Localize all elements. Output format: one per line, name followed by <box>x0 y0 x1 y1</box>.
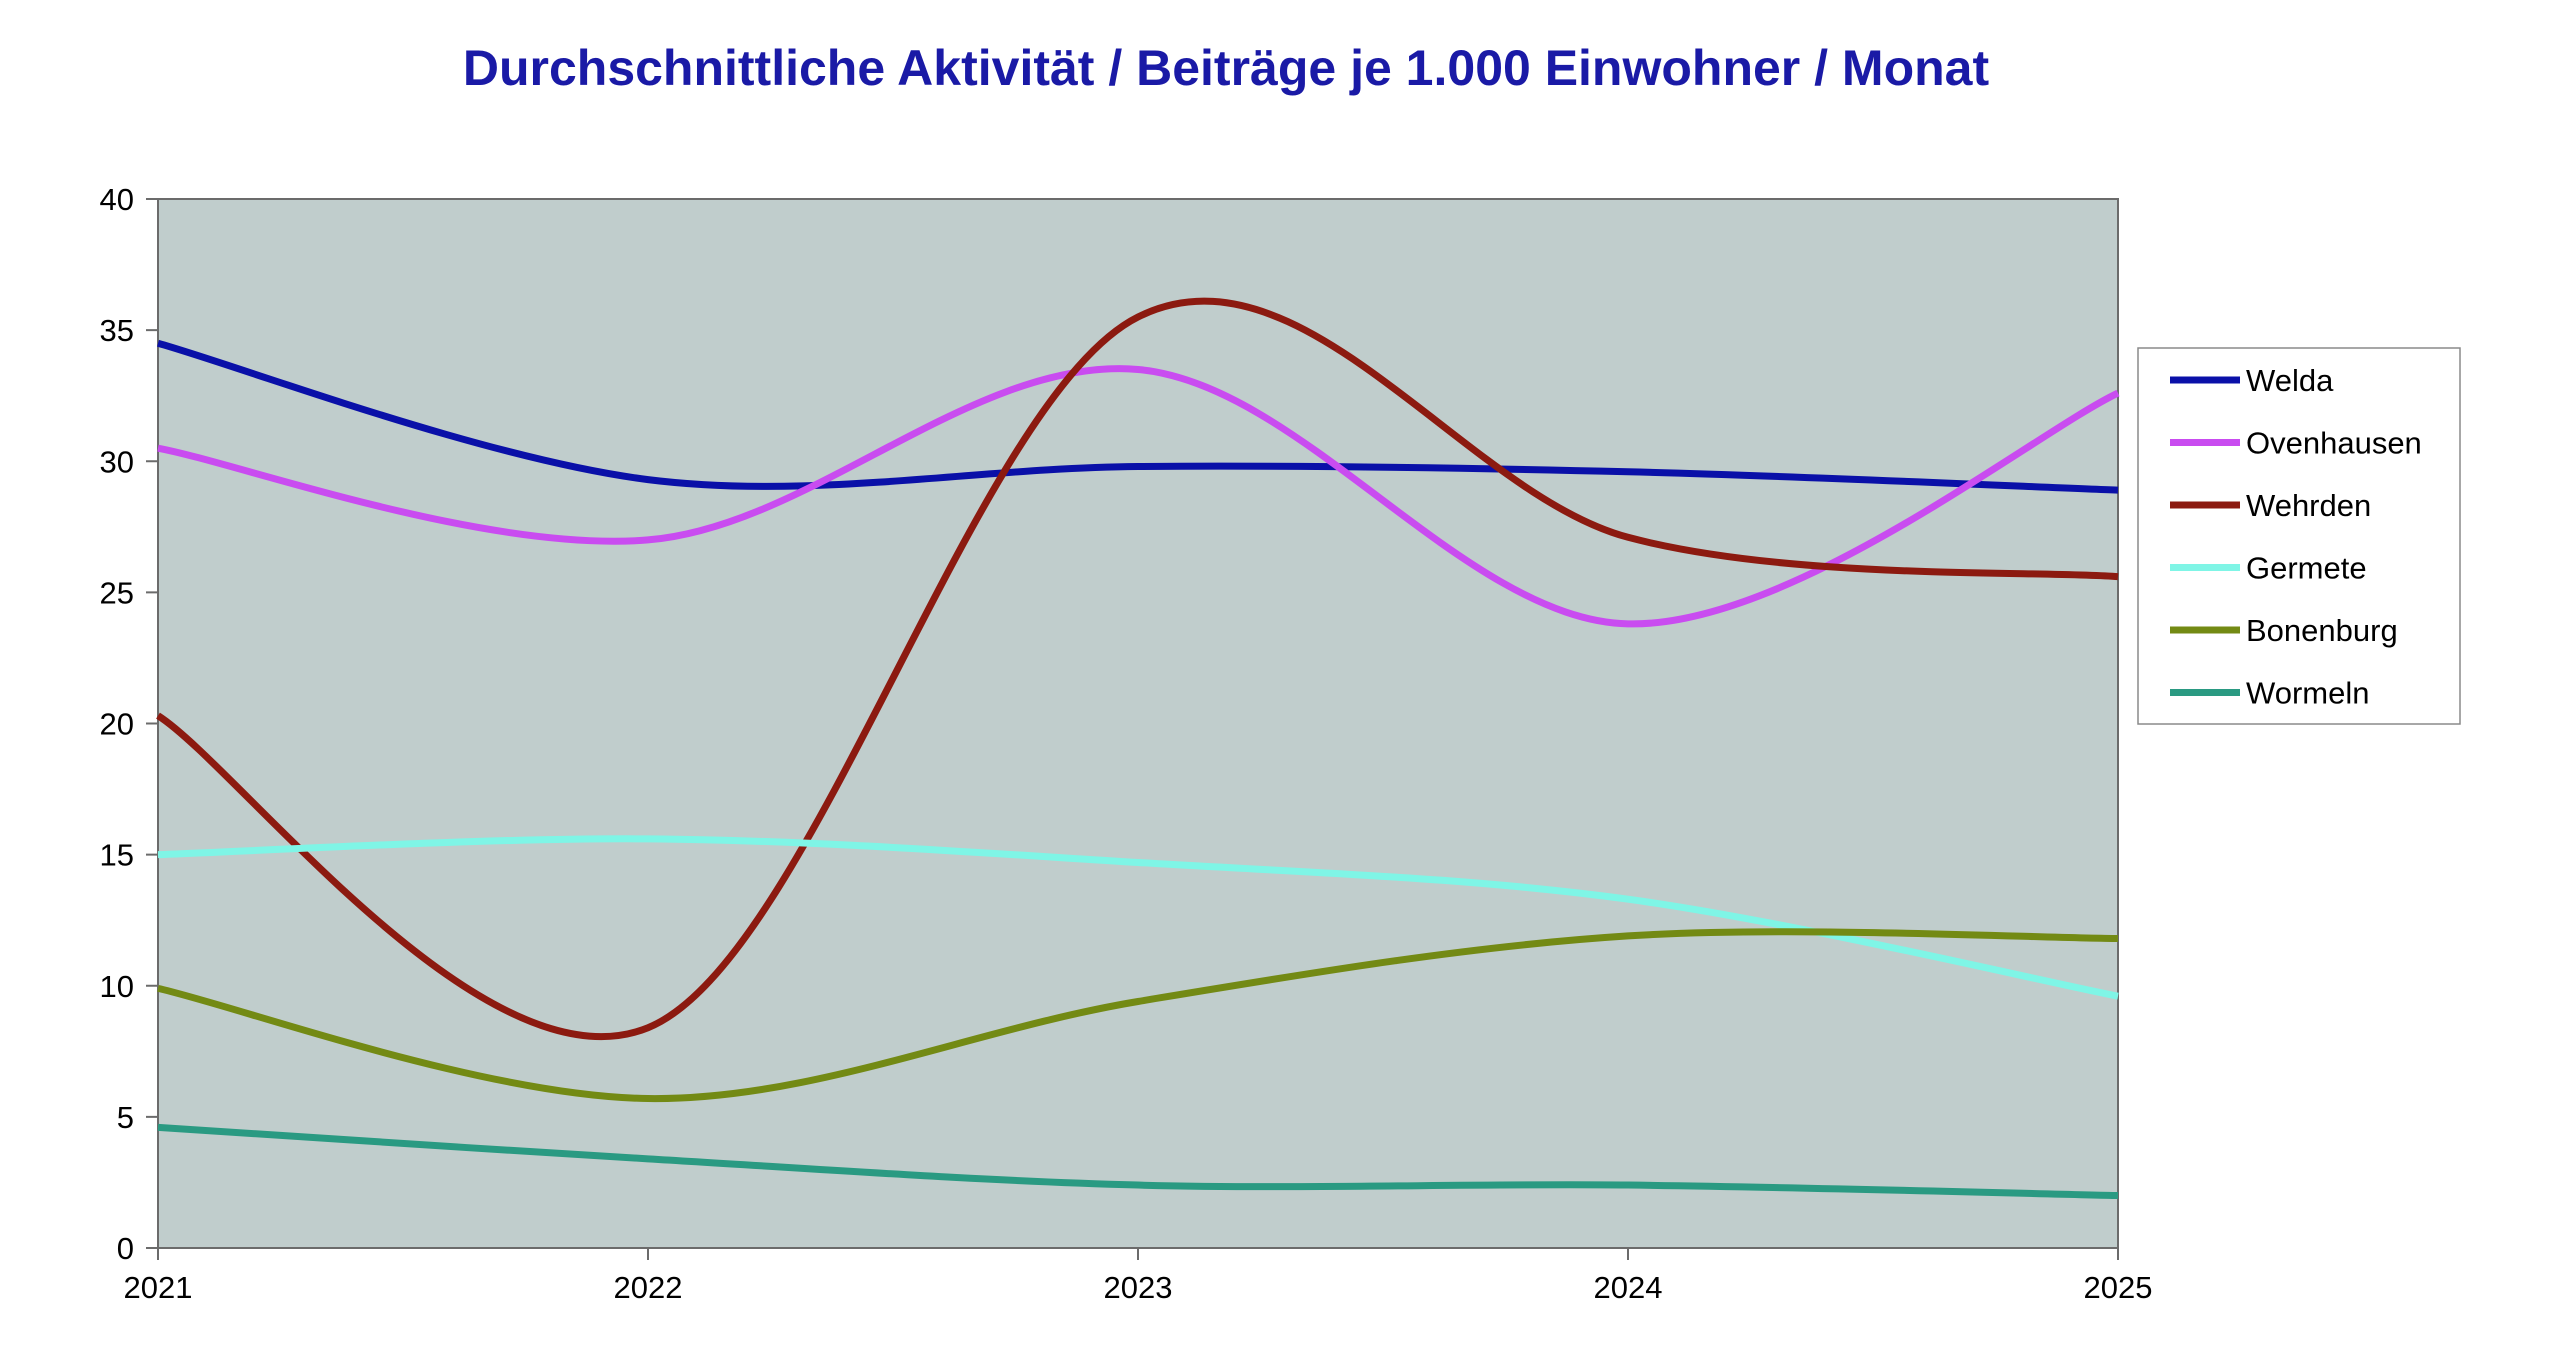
y-axis: 0 5 10 15 20 25 30 35 40 <box>100 182 158 1266</box>
series-line-wehrden <box>156 297 2119 1040</box>
legend-label: Wormeln <box>2246 676 2369 711</box>
y-tick-label: 25 <box>100 575 134 610</box>
legend-label: Ovenhausen <box>2246 426 2422 461</box>
x-axis: 2021 2022 2023 2024 2025 <box>124 1248 2153 1305</box>
legend-label: Germete <box>2246 551 2367 586</box>
series-line-bonenburg <box>157 928 2119 1103</box>
y-tick-label: 10 <box>100 969 134 1004</box>
series-line-ovenhausen <box>157 365 2120 628</box>
y-tick-label: 15 <box>100 838 134 873</box>
y-tick-label: 0 <box>117 1231 134 1266</box>
legend-box <box>2137 347 2461 725</box>
x-tick-label: 2024 <box>1594 1270 1663 1305</box>
x-tick-label: 2021 <box>124 1270 193 1305</box>
legend: Welda Ovenhausen Wehrden Germete Bonenburg Wo… <box>2137 347 2461 725</box>
y-tick-label: 30 <box>100 444 134 479</box>
series-line-welda <box>157 339 2119 494</box>
plot-area <box>157 198 2119 1249</box>
legend-label: Bonenburg <box>2246 613 2398 648</box>
y-tick-label: 40 <box>100 182 134 217</box>
x-tick-label: 2022 <box>614 1270 683 1305</box>
x-tick-label: 2025 <box>2084 1270 2153 1305</box>
chart-title: Durchschnittliche Aktivität / Beiträge j… <box>463 40 1990 96</box>
y-tick-label: 35 <box>100 313 134 348</box>
x-tick-label: 2023 <box>1104 1270 1173 1305</box>
y-tick-label: 5 <box>117 1100 134 1135</box>
series-line-wormeln <box>157 1123 2119 1200</box>
legend-label: Welda <box>2246 363 2334 398</box>
legend-label: Wehrden <box>2246 488 2371 523</box>
series-lines <box>156 297 2120 1200</box>
y-tick-label: 20 <box>100 707 134 742</box>
